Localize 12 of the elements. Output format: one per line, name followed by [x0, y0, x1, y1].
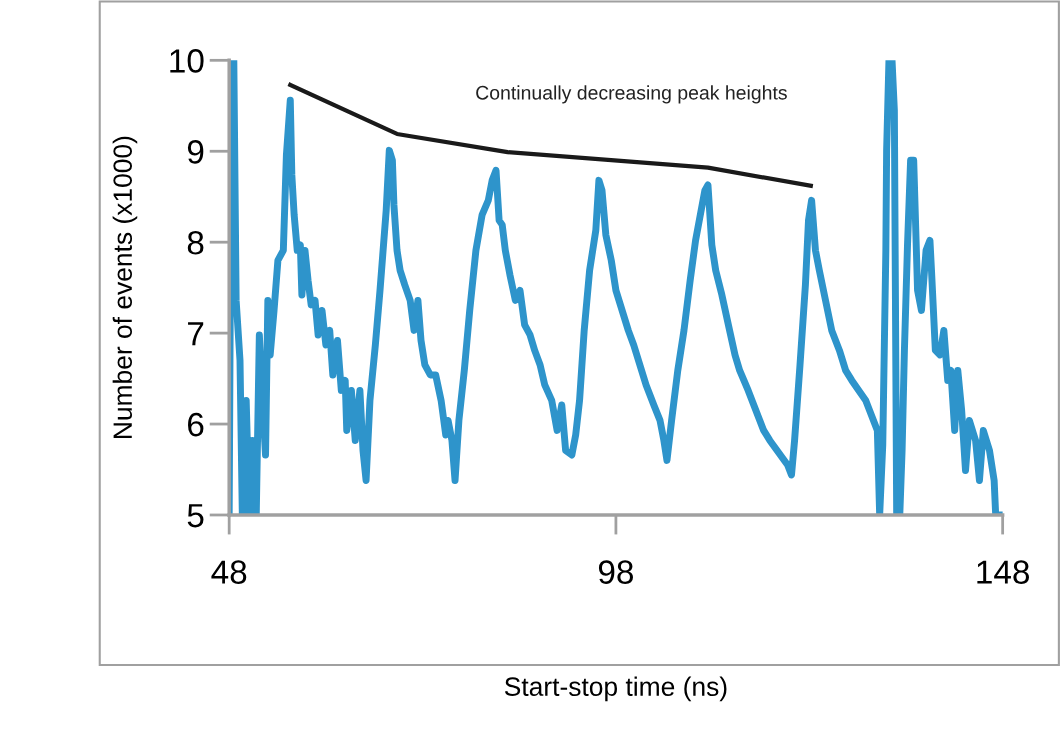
y-tick-label: 5 — [187, 504, 204, 528]
y-tick-label: 10 — [170, 49, 204, 73]
x-tick-label: 98 — [598, 560, 633, 584]
x-axis-title: Start-stop time (ns) — [504, 676, 727, 702]
y-tick-label: 8 — [187, 230, 204, 255]
y-tick-label: 6 — [188, 412, 204, 437]
y-tick-label: 7 — [188, 322, 204, 346]
y-tick-label: 9 — [187, 140, 204, 164]
annotation: Continually decreasing peak heights — [476, 85, 787, 104]
x-tick-label: 148 — [977, 560, 1030, 584]
y-axis-title: Number of events (x1000) — [112, 136, 138, 439]
x-tick-label: 48 — [211, 560, 247, 584]
